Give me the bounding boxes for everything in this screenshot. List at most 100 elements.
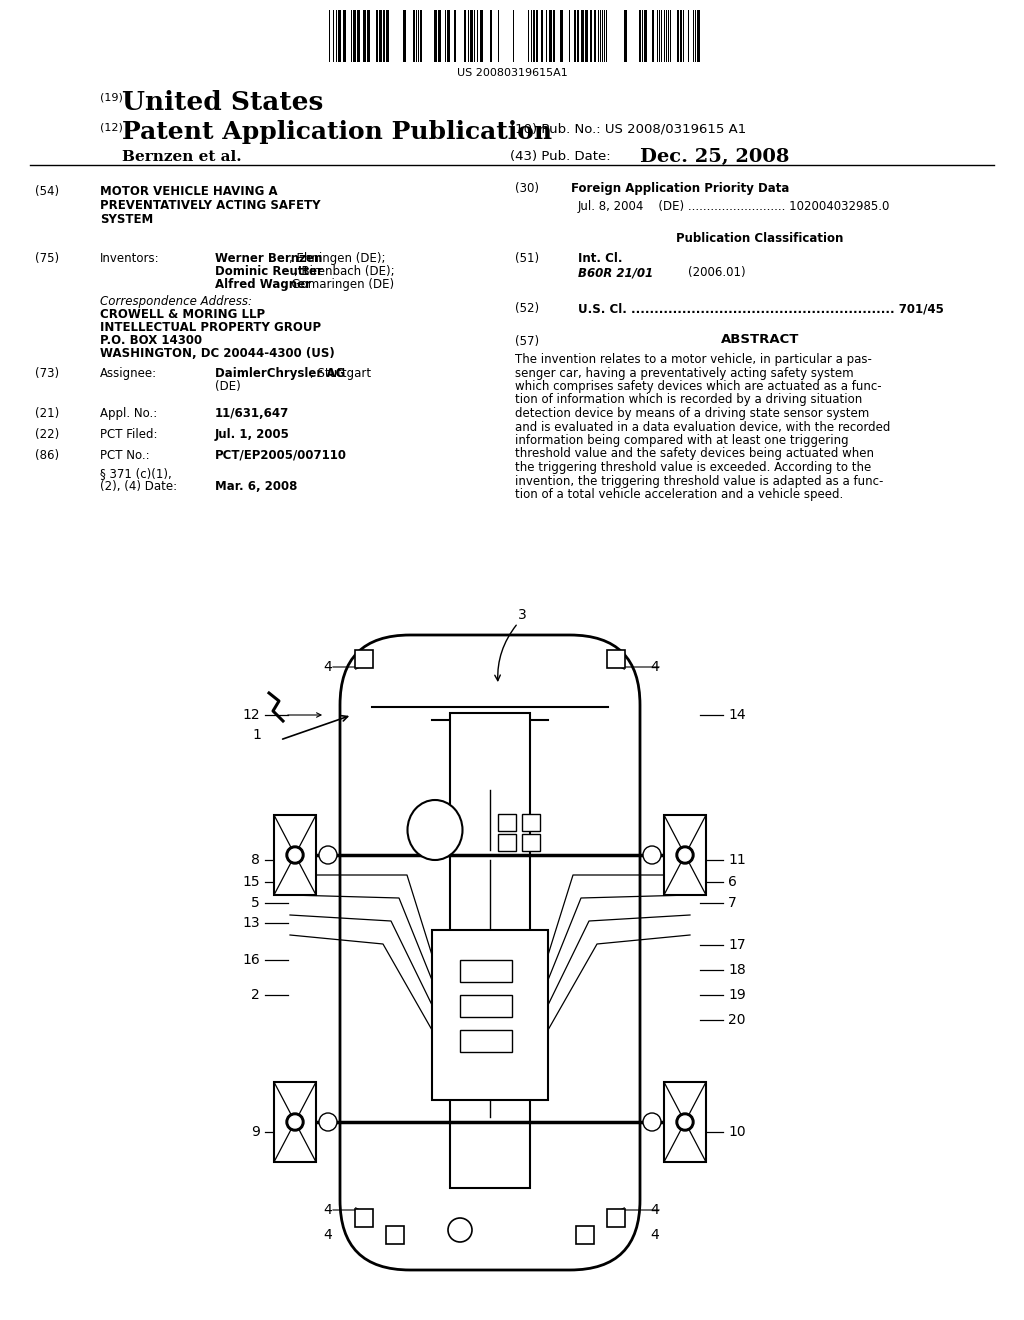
Bar [560,11,563,62]
Text: US 20080319615A1: US 20080319615A1 [457,69,567,78]
Text: 2: 2 [251,987,260,1002]
Text: 8: 8 [251,853,260,867]
Text: tion of information which is recorded by a driving situation: tion of information which is recorded by… [515,393,862,407]
Text: tion of a total vehicle acceleration and a vehicle speed.: tion of a total vehicle acceleration and… [515,488,843,502]
Text: , Stuttgart: , Stuttgart [310,367,372,380]
Bar [553,11,555,62]
Text: which comprises safety devices which are actuated as a func-: which comprises safety devices which are… [515,380,882,393]
Text: Werner Bernzen: Werner Bernzen [215,252,323,265]
Text: MOTOR VEHICLE HAVING A: MOTOR VEHICLE HAVING A [100,185,278,198]
Bar [355,649,373,668]
Text: DaimlerChrysler AG: DaimlerChrysler AG [215,367,345,380]
Text: 11: 11 [728,853,745,867]
Circle shape [286,846,304,865]
Text: 7: 7 [728,896,736,909]
Bar [403,11,406,62]
Text: Mar. 6, 2008: Mar. 6, 2008 [215,480,297,492]
Bar [498,834,516,851]
Bar [460,995,512,1016]
Text: (43) Pub. Date:: (43) Pub. Date: [510,150,610,162]
Text: PREVENTATIVELY ACTING SAFETY: PREVENTATIVELY ACTING SAFETY [100,199,321,213]
Bar [639,11,641,62]
Circle shape [643,846,662,865]
Text: Publication Classification: Publication Classification [676,232,844,246]
Bar [490,11,492,62]
Text: 18: 18 [728,964,745,977]
Bar [652,11,654,62]
Bar [577,11,579,62]
Text: SYSTEM: SYSTEM [100,213,154,226]
Text: (51): (51) [515,252,539,265]
Text: Bernzen et al.: Bernzen et al. [122,150,242,164]
Text: (54): (54) [35,185,59,198]
Bar [664,814,706,895]
Text: 15: 15 [243,875,260,888]
Text: INTELLECTUAL PROPERTY GROUP: INTELLECTUAL PROPERTY GROUP [100,321,322,334]
Circle shape [319,846,337,865]
Text: the triggering threshold value is exceeded. According to the: the triggering threshold value is exceed… [515,461,871,474]
Bar [434,11,437,62]
Text: (86): (86) [35,449,59,462]
Text: ABSTRACT: ABSTRACT [721,333,799,346]
Bar [624,11,627,62]
Text: 1: 1 [252,729,261,742]
Bar [460,1030,512,1052]
Circle shape [676,846,694,865]
Circle shape [676,1113,694,1131]
Text: § 371 (c)(1),: § 371 (c)(1), [100,467,172,480]
Text: (2), (4) Date:: (2), (4) Date: [100,480,177,492]
Circle shape [679,849,691,861]
Text: 13: 13 [243,916,260,931]
Text: (19): (19) [100,92,123,103]
Bar [498,814,516,832]
Text: Dec. 25, 2008: Dec. 25, 2008 [640,148,790,166]
Text: (22): (22) [35,428,59,441]
Bar [386,11,389,62]
Text: Jul. 1, 2005: Jul. 1, 2005 [215,428,290,441]
Ellipse shape [408,800,463,861]
Bar [383,11,385,62]
Text: , Gomaringen (DE): , Gomaringen (DE) [284,279,394,290]
Bar [355,1209,373,1228]
Text: U.S. Cl. ......................................................... 701/45: U.S. Cl. ...............................… [578,302,944,315]
Bar [357,11,360,62]
Text: 4: 4 [324,1228,332,1242]
Bar [367,11,370,62]
Bar [454,11,456,62]
Text: Jul. 8, 2004    (DE) .......................... 102004032985.0: Jul. 8, 2004 (DE) ......................… [578,201,891,213]
Bar [464,11,466,62]
Text: (30): (30) [515,182,539,195]
Text: PCT/EP2005/007110: PCT/EP2005/007110 [215,449,347,462]
Bar [447,11,450,62]
Text: 11/631,647: 11/631,647 [215,407,289,420]
Text: 16: 16 [243,953,260,968]
Text: , Ehningen (DE);: , Ehningen (DE); [289,252,386,265]
Bar [460,960,512,982]
Text: (52): (52) [515,302,539,315]
Text: 19: 19 [728,987,745,1002]
Bar [677,11,679,62]
Text: 9: 9 [251,1125,260,1139]
Bar [362,11,366,62]
Bar [522,814,540,832]
Bar [607,649,625,668]
Bar [541,11,543,62]
Text: threshold value and the safety devices being actuated when: threshold value and the safety devices b… [515,447,874,461]
Bar [574,11,575,62]
Text: detection device by means of a driving state sensor system: detection device by means of a driving s… [515,407,869,420]
Text: WASHINGTON, DC 20044-4300 (US): WASHINGTON, DC 20044-4300 (US) [100,347,335,360]
Text: 12: 12 [243,708,260,722]
Bar [438,11,441,62]
Bar [386,1226,404,1243]
Bar [343,11,346,62]
Text: and is evaluated in a data evaluation device, with the recorded: and is evaluated in a data evaluation de… [515,421,891,433]
Text: (73): (73) [35,367,59,380]
Text: (DE): (DE) [215,380,241,393]
Text: 4: 4 [650,1203,658,1217]
Bar [376,11,378,62]
Bar [536,11,538,62]
Bar [664,1082,706,1162]
Bar [697,11,700,62]
Text: 14: 14 [728,708,745,722]
Text: (75): (75) [35,252,59,265]
